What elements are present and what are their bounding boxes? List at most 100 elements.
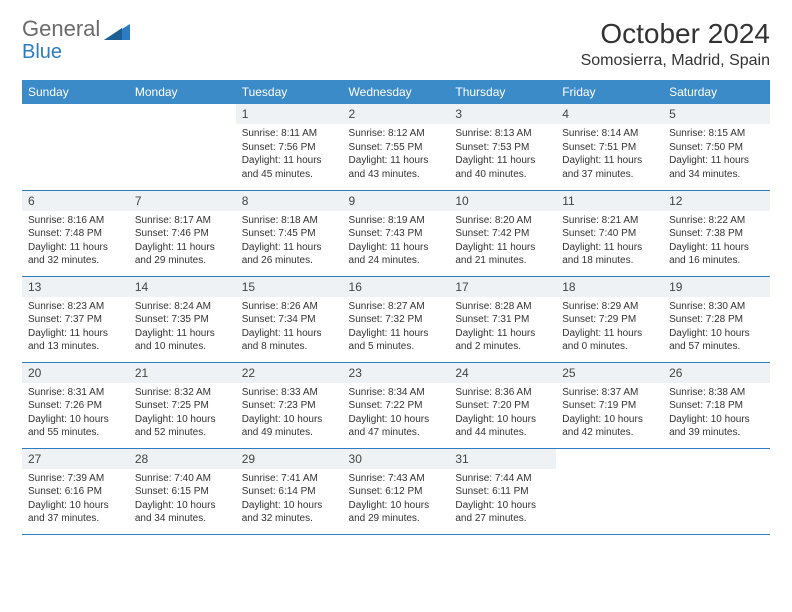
day-number: 12 xyxy=(663,191,770,211)
sunset-text: Sunset: 7:46 PM xyxy=(135,227,230,241)
sunrise-text: Sunrise: 8:38 AM xyxy=(669,386,764,400)
calendar-cell: 16Sunrise: 8:27 AMSunset: 7:32 PMDayligh… xyxy=(343,276,450,362)
day-number: 30 xyxy=(343,449,450,469)
day-number: 28 xyxy=(129,449,236,469)
daylight-text: Daylight: 11 hours and 24 minutes. xyxy=(349,241,444,268)
day-details: Sunrise: 8:23 AMSunset: 7:37 PMDaylight:… xyxy=(22,297,129,358)
daylight-text: Daylight: 10 hours and 29 minutes. xyxy=(349,499,444,526)
logo-word1: General xyxy=(22,18,100,40)
calendar-cell xyxy=(129,104,236,190)
sunrise-text: Sunrise: 8:18 AM xyxy=(242,214,337,228)
calendar-week: 20Sunrise: 8:31 AMSunset: 7:26 PMDayligh… xyxy=(22,362,770,448)
day-number: 19 xyxy=(663,277,770,297)
day-number: 27 xyxy=(22,449,129,469)
calendar-cell: 30Sunrise: 7:43 AMSunset: 6:12 PMDayligh… xyxy=(343,448,450,534)
logo-triangle-icon xyxy=(104,22,130,42)
sunrise-text: Sunrise: 8:20 AM xyxy=(455,214,550,228)
calendar-week: 6Sunrise: 8:16 AMSunset: 7:48 PMDaylight… xyxy=(22,190,770,276)
calendar-cell: 3Sunrise: 8:13 AMSunset: 7:53 PMDaylight… xyxy=(449,104,556,190)
day-details: Sunrise: 8:13 AMSunset: 7:53 PMDaylight:… xyxy=(449,124,556,185)
day-number: 24 xyxy=(449,363,556,383)
day-number: 20 xyxy=(22,363,129,383)
sunrise-text: Sunrise: 7:43 AM xyxy=(349,472,444,486)
day-number: 25 xyxy=(556,363,663,383)
calendar-cell: 29Sunrise: 7:41 AMSunset: 6:14 PMDayligh… xyxy=(236,448,343,534)
sunrise-text: Sunrise: 8:31 AM xyxy=(28,386,123,400)
day-details: Sunrise: 8:12 AMSunset: 7:55 PMDaylight:… xyxy=(343,124,450,185)
calendar-cell: 2Sunrise: 8:12 AMSunset: 7:55 PMDaylight… xyxy=(343,104,450,190)
day-details: Sunrise: 8:31 AMSunset: 7:26 PMDaylight:… xyxy=(22,383,129,444)
sunset-text: Sunset: 7:34 PM xyxy=(242,313,337,327)
sunset-text: Sunset: 7:53 PM xyxy=(455,141,550,155)
calendar-week: 13Sunrise: 8:23 AMSunset: 7:37 PMDayligh… xyxy=(22,276,770,362)
calendar-table: Sunday Monday Tuesday Wednesday Thursday… xyxy=(22,80,770,535)
calendar-cell: 13Sunrise: 8:23 AMSunset: 7:37 PMDayligh… xyxy=(22,276,129,362)
calendar-cell: 9Sunrise: 8:19 AMSunset: 7:43 PMDaylight… xyxy=(343,190,450,276)
calendar-cell xyxy=(663,448,770,534)
day-number: 13 xyxy=(22,277,129,297)
sunrise-text: Sunrise: 8:13 AM xyxy=(455,127,550,141)
day-details: Sunrise: 8:15 AMSunset: 7:50 PMDaylight:… xyxy=(663,124,770,185)
daylight-text: Daylight: 10 hours and 32 minutes. xyxy=(242,499,337,526)
sunrise-text: Sunrise: 8:14 AM xyxy=(562,127,657,141)
daylight-text: Daylight: 11 hours and 21 minutes. xyxy=(455,241,550,268)
day-details: Sunrise: 8:37 AMSunset: 7:19 PMDaylight:… xyxy=(556,383,663,444)
sunset-text: Sunset: 7:29 PM xyxy=(562,313,657,327)
dow-tuesday: Tuesday xyxy=(236,80,343,104)
day-details: Sunrise: 7:43 AMSunset: 6:12 PMDaylight:… xyxy=(343,469,450,530)
calendar-cell: 14Sunrise: 8:24 AMSunset: 7:35 PMDayligh… xyxy=(129,276,236,362)
daylight-text: Daylight: 11 hours and 10 minutes. xyxy=(135,327,230,354)
sunset-text: Sunset: 7:28 PM xyxy=(669,313,764,327)
calendar-cell: 24Sunrise: 8:36 AMSunset: 7:20 PMDayligh… xyxy=(449,362,556,448)
sunset-text: Sunset: 7:40 PM xyxy=(562,227,657,241)
sunset-text: Sunset: 6:12 PM xyxy=(349,485,444,499)
sunset-text: Sunset: 7:48 PM xyxy=(28,227,123,241)
day-number: 8 xyxy=(236,191,343,211)
dow-thursday: Thursday xyxy=(449,80,556,104)
calendar-cell: 28Sunrise: 7:40 AMSunset: 6:15 PMDayligh… xyxy=(129,448,236,534)
day-number: 10 xyxy=(449,191,556,211)
sunset-text: Sunset: 6:14 PM xyxy=(242,485,337,499)
sunset-text: Sunset: 7:55 PM xyxy=(349,141,444,155)
day-details: Sunrise: 8:28 AMSunset: 7:31 PMDaylight:… xyxy=(449,297,556,358)
daylight-text: Daylight: 11 hours and 18 minutes. xyxy=(562,241,657,268)
calendar-cell: 23Sunrise: 8:34 AMSunset: 7:22 PMDayligh… xyxy=(343,362,450,448)
daylight-text: Daylight: 11 hours and 45 minutes. xyxy=(242,154,337,181)
day-details: Sunrise: 7:41 AMSunset: 6:14 PMDaylight:… xyxy=(236,469,343,530)
calendar-cell: 18Sunrise: 8:29 AMSunset: 7:29 PMDayligh… xyxy=(556,276,663,362)
sunrise-text: Sunrise: 8:27 AM xyxy=(349,300,444,314)
day-number: 6 xyxy=(22,191,129,211)
day-number: 4 xyxy=(556,104,663,124)
day-number: 26 xyxy=(663,363,770,383)
day-details: Sunrise: 8:34 AMSunset: 7:22 PMDaylight:… xyxy=(343,383,450,444)
logo: General Blue xyxy=(22,18,130,62)
calendar-week: 1Sunrise: 8:11 AMSunset: 7:56 PMDaylight… xyxy=(22,104,770,190)
sunrise-text: Sunrise: 8:32 AM xyxy=(135,386,230,400)
calendar-cell: 4Sunrise: 8:14 AMSunset: 7:51 PMDaylight… xyxy=(556,104,663,190)
daylight-text: Daylight: 10 hours and 37 minutes. xyxy=(28,499,123,526)
calendar-cell: 19Sunrise: 8:30 AMSunset: 7:28 PMDayligh… xyxy=(663,276,770,362)
sunset-text: Sunset: 7:43 PM xyxy=(349,227,444,241)
sunset-text: Sunset: 7:45 PM xyxy=(242,227,337,241)
day-number: 1 xyxy=(236,104,343,124)
daylight-text: Daylight: 11 hours and 29 minutes. xyxy=(135,241,230,268)
day-details: Sunrise: 8:14 AMSunset: 7:51 PMDaylight:… xyxy=(556,124,663,185)
calendar-cell: 12Sunrise: 8:22 AMSunset: 7:38 PMDayligh… xyxy=(663,190,770,276)
day-details: Sunrise: 8:24 AMSunset: 7:35 PMDaylight:… xyxy=(129,297,236,358)
sunrise-text: Sunrise: 8:37 AM xyxy=(562,386,657,400)
calendar-cell: 10Sunrise: 8:20 AMSunset: 7:42 PMDayligh… xyxy=(449,190,556,276)
calendar-cell: 11Sunrise: 8:21 AMSunset: 7:40 PMDayligh… xyxy=(556,190,663,276)
sunset-text: Sunset: 6:15 PM xyxy=(135,485,230,499)
daylight-text: Daylight: 10 hours and 52 minutes. xyxy=(135,413,230,440)
location: Somosierra, Madrid, Spain xyxy=(581,52,770,70)
sunset-text: Sunset: 7:50 PM xyxy=(669,141,764,155)
day-details: Sunrise: 8:22 AMSunset: 7:38 PMDaylight:… xyxy=(663,211,770,272)
daylight-text: Daylight: 11 hours and 5 minutes. xyxy=(349,327,444,354)
sunrise-text: Sunrise: 8:19 AM xyxy=(349,214,444,228)
sunrise-text: Sunrise: 8:17 AM xyxy=(135,214,230,228)
sunrise-text: Sunrise: 8:21 AM xyxy=(562,214,657,228)
day-number: 29 xyxy=(236,449,343,469)
daylight-text: Daylight: 11 hours and 13 minutes. xyxy=(28,327,123,354)
daylight-text: Daylight: 10 hours and 27 minutes. xyxy=(455,499,550,526)
daylight-text: Daylight: 11 hours and 8 minutes. xyxy=(242,327,337,354)
